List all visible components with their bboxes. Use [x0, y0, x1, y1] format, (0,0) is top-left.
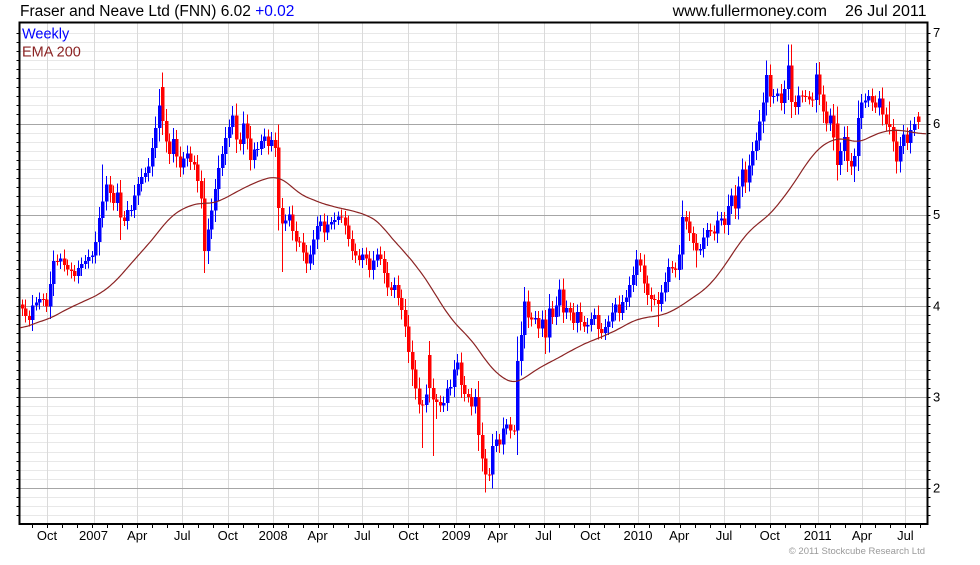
svg-text:7: 7	[933, 25, 940, 40]
svg-text:2011: 2011	[804, 528, 832, 543]
svg-text:Oct: Oct	[580, 528, 601, 543]
svg-text:5: 5	[933, 207, 940, 222]
svg-text:Apr: Apr	[487, 528, 508, 543]
svg-text:2010: 2010	[624, 528, 653, 543]
svg-text:© 2011 Stockcube Research Ltd: © 2011 Stockcube Research Ltd	[789, 546, 925, 557]
svg-text:2009: 2009	[442, 528, 471, 543]
svg-text:Oct: Oct	[37, 528, 58, 543]
svg-text:Jul: Jul	[897, 528, 914, 543]
svg-text:EMA 200: EMA 200	[22, 45, 81, 61]
svg-text:Weekly: Weekly	[22, 27, 70, 43]
svg-text:Oct: Oct	[218, 528, 239, 543]
svg-text:2007: 2007	[79, 528, 108, 543]
svg-text:4: 4	[933, 298, 940, 313]
svg-text:Apr: Apr	[127, 528, 148, 543]
svg-text:Apr: Apr	[307, 528, 328, 543]
svg-text:6: 6	[933, 116, 940, 131]
svg-text:2008: 2008	[259, 528, 288, 543]
svg-text:Jul: Jul	[535, 528, 552, 543]
svg-text:3: 3	[933, 389, 940, 404]
svg-text:26 Jul 2011: 26 Jul 2011	[845, 3, 927, 20]
svg-text:Fraser and Neave Ltd (FNN) 6.0: Fraser and Neave Ltd (FNN) 6.02 +0.02	[20, 3, 294, 20]
svg-text:Apr: Apr	[852, 528, 873, 543]
svg-text:Jul: Jul	[174, 528, 191, 543]
svg-text:Jul: Jul	[716, 528, 733, 543]
svg-text:2: 2	[933, 481, 940, 496]
svg-text:Apr: Apr	[669, 528, 690, 543]
svg-text:Oct: Oct	[760, 528, 781, 543]
svg-text:Jul: Jul	[354, 528, 371, 543]
svg-text:Oct: Oct	[398, 528, 419, 543]
svg-text:www.fullermoney.com: www.fullermoney.com	[672, 3, 827, 20]
